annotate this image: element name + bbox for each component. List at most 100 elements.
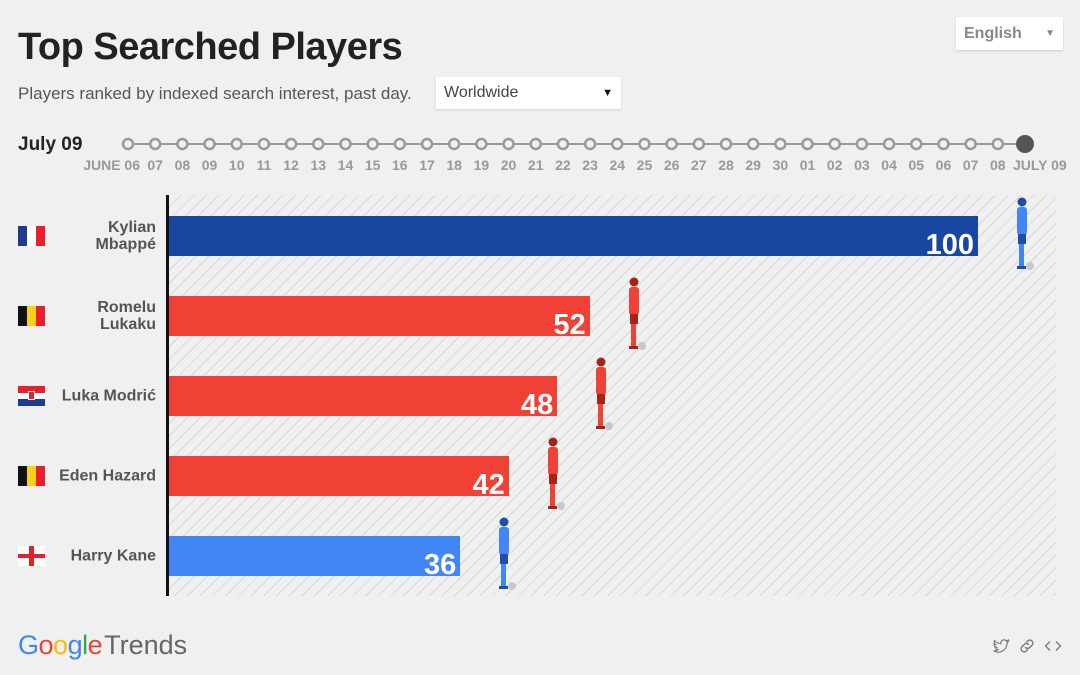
timeline-date-label[interactable]: 06 <box>935 157 952 173</box>
timeline-dot[interactable] <box>366 137 379 151</box>
timeline-date-label[interactable]: 15 <box>364 157 381 173</box>
timeline-date-label[interactable]: 05 <box>908 157 925 173</box>
bar-value-label: 100 <box>925 229 974 261</box>
timeline-dot[interactable] <box>801 137 814 151</box>
timeline-dot[interactable] <box>611 137 624 151</box>
dropdown-arrow-icon: ▼ <box>1045 28 1055 39</box>
timeline: JUNE 06 07 08 09 10 11 12 13 14 15 16 17 18 19 20 21 22 2… <box>0 0 1080 190</box>
timeline-date-label[interactable]: 30 <box>772 157 789 173</box>
timeline-date-label[interactable]: 08 <box>174 157 191 173</box>
timeline-dot[interactable] <box>638 137 651 151</box>
player-figure-icon <box>1017 197 1034 270</box>
timeline-dot[interactable] <box>529 137 542 151</box>
timeline-dot[interactable] <box>910 137 923 151</box>
timeline-dot[interactable] <box>692 137 706 151</box>
google-logo-text: Google <box>18 630 103 660</box>
timeline-date-label[interactable]: 17 <box>419 157 435 173</box>
bar[interactable]: 36 <box>169 536 461 581</box>
bar[interactable]: 52 <box>169 296 590 341</box>
timeline-dot[interactable] <box>230 137 243 151</box>
timeline-date-label[interactable]: JULY 09 <box>1013 157 1067 173</box>
player-name-line: Mbappé <box>95 236 156 253</box>
timeline-date-label[interactable]: 11 <box>256 157 272 173</box>
timeline-date-label[interactable]: 04 <box>881 157 897 173</box>
player-name-line: Lukaku <box>99 316 156 333</box>
timeline-dot[interactable] <box>665 137 678 151</box>
timeline-dot[interactable] <box>502 137 515 151</box>
timeline-dot[interactable] <box>855 137 869 151</box>
timeline-date-label[interactable]: 08 <box>990 157 1006 173</box>
player-name: Harry Kane <box>71 548 156 565</box>
timeline-dot[interactable] <box>475 137 488 151</box>
timeline-dot[interactable] <box>828 137 841 151</box>
timeline-dot[interactable] <box>719 137 733 151</box>
timeline-date-label[interactable]: 12 <box>283 157 299 173</box>
timeline-date-label[interactable]: 03 <box>854 157 870 173</box>
timeline-date-label[interactable]: 14 <box>337 157 354 173</box>
timeline-dot[interactable] <box>937 137 950 151</box>
timeline-date-label[interactable]: 29 <box>745 157 761 173</box>
timeline-date-label[interactable]: JUNE 06 <box>83 157 140 173</box>
link-icon[interactable] <box>1018 637 1036 655</box>
timeline-dot[interactable] <box>393 137 407 151</box>
timeline-dot[interactable] <box>583 137 597 151</box>
timeline-date-label[interactable]: 13 <box>310 157 327 173</box>
timeline-date-label[interactable]: 21 <box>527 157 544 173</box>
player-name-line: Eden Hazard <box>59 467 156 485</box>
timeline-dot[interactable] <box>148 137 162 151</box>
player-name: Luka Modrić <box>62 388 156 405</box>
timeline-dot[interactable] <box>339 137 352 151</box>
timeline-date-label[interactable]: 27 <box>691 157 707 173</box>
bar-value-label: 52 <box>553 309 586 341</box>
timeline-dot[interactable] <box>121 137 135 151</box>
timeline-date-label[interactable]: 26 <box>663 157 680 173</box>
timeline-date-label[interactable]: 23 <box>582 157 598 173</box>
page-title: Top Searched Players <box>18 26 403 68</box>
bar[interactable]: 100 <box>169 216 978 261</box>
timeline-date-label[interactable]: 28 <box>718 157 734 173</box>
timeline-date-label[interactable]: 07 <box>962 157 979 173</box>
player-name: Eden Hazard <box>59 468 156 485</box>
region-select[interactable]: Worldwide ▼ <box>436 77 621 109</box>
timeline-dot[interactable] <box>284 137 298 151</box>
timeline-dot[interactable] <box>257 137 271 151</box>
embed-icon[interactable] <box>1044 637 1062 655</box>
timeline-dot[interactable] <box>991 137 1005 151</box>
timeline-dot[interactable] <box>1016 135 1034 153</box>
timeline-date-label[interactable]: 22 <box>555 157 571 173</box>
bar-value-label: 42 <box>472 469 505 501</box>
language-select[interactable]: English ▼ <box>956 17 1063 50</box>
timeline-date-label[interactable]: 10 <box>228 157 245 173</box>
timeline-date-label[interactable]: 18 <box>446 157 462 173</box>
timeline-dot[interactable] <box>746 137 760 151</box>
player-name: Kylian Mbappé <box>96 219 156 253</box>
france-flag-icon <box>18 226 45 246</box>
timeline-date-label[interactable]: 25 <box>636 157 653 173</box>
timeline-dot[interactable] <box>447 137 461 151</box>
timeline-date-label[interactable]: 07 <box>147 157 163 173</box>
timeline-dot[interactable] <box>556 137 570 151</box>
timeline-date-label[interactable]: 20 <box>500 157 517 173</box>
timeline-dot[interactable] <box>882 137 896 151</box>
google-trends-logo[interactable]: Google Trends <box>18 630 187 661</box>
timeline-date-label[interactable]: 24 <box>609 157 626 173</box>
timeline-date-label[interactable]: 09 <box>201 157 218 173</box>
timeline-dot[interactable] <box>203 137 216 151</box>
bar-chart: 100 52 48 42 36 <box>166 195 1056 596</box>
timeline-dot[interactable] <box>964 137 977 151</box>
region-select-value: Worldwide <box>444 84 519 101</box>
timeline-date-label[interactable]: 02 <box>826 157 843 173</box>
timeline-dot[interactable] <box>176 137 189 151</box>
bar[interactable]: 42 <box>169 456 509 501</box>
twitter-icon[interactable] <box>992 637 1010 655</box>
player-name-line: Harry Kane <box>70 547 156 565</box>
player-figure-icon <box>628 277 646 350</box>
timeline-dot[interactable] <box>420 137 434 151</box>
current-date: July 09 <box>18 134 83 155</box>
timeline-date-label[interactable]: 01 <box>799 157 816 173</box>
timeline-dot[interactable] <box>312 137 325 151</box>
timeline-date-label[interactable]: 19 <box>473 157 490 173</box>
timeline-date-label[interactable]: 16 <box>392 157 408 173</box>
bar[interactable]: 48 <box>169 376 558 421</box>
timeline-dot[interactable] <box>774 137 787 151</box>
